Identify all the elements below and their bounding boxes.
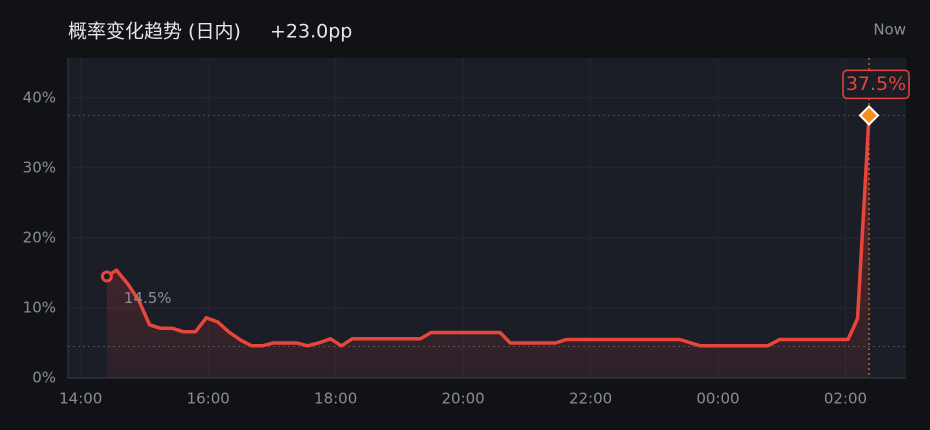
now-label: Now (873, 21, 906, 39)
x-tick-label: 14:00 (59, 390, 102, 408)
change-label: +23.0pp (270, 21, 352, 43)
y-tick-label: 40% (23, 88, 56, 106)
y-tick-label: 10% (23, 298, 56, 316)
area (106, 115, 870, 379)
end-point (858, 105, 880, 126)
x-tick-label: 16:00 (187, 390, 230, 408)
x-tick-label: 22:00 (569, 390, 612, 408)
x-tick-label: 20:00 (441, 390, 484, 408)
y-tick-label: 30% (23, 158, 56, 176)
x-tick-label: 00:00 (696, 390, 739, 408)
line (105, 115, 871, 348)
chart-title: 概率变化趋势 (日内) (68, 21, 241, 43)
value-label: 37.5% (846, 73, 906, 95)
x-tick-label: 18:00 (314, 390, 357, 408)
x-tick-label: 02:00 (824, 390, 867, 408)
plot-area (68, 58, 906, 378)
y-tick-label: 20% (23, 228, 56, 246)
y-tick-label: 0% (32, 369, 56, 387)
start-point (100, 270, 113, 283)
value-label: 14.5% (124, 289, 172, 307)
value-label-box (842, 69, 910, 100)
